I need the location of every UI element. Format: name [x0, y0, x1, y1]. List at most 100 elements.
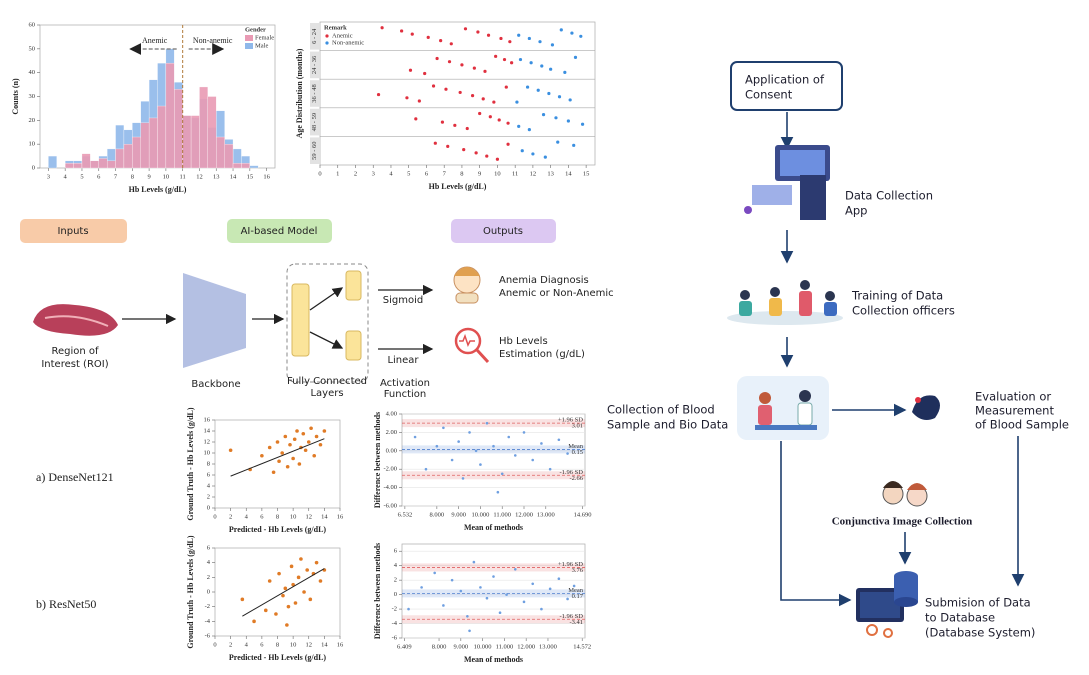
ba-point — [442, 426, 445, 430]
model-label: a) DenseNet121 — [36, 470, 114, 484]
scatter-point — [301, 431, 306, 436]
y-tick-label: 8 — [207, 460, 210, 467]
x-tick-label: 8 — [460, 170, 463, 177]
strip-point — [541, 112, 546, 117]
ba-point — [548, 587, 552, 591]
legend-title: Remark — [324, 24, 347, 31]
ba-point — [479, 586, 482, 589]
strip-point — [460, 63, 464, 67]
strip-point — [531, 152, 535, 156]
input-label: Interest (ROI) — [41, 359, 108, 370]
y-tick-label: 0 — [32, 164, 35, 171]
x-tick-label: 11.000 — [496, 643, 514, 650]
reference-name: +1.96 SD — [558, 561, 583, 568]
y-tick-label: -2 — [205, 603, 210, 610]
strip-point — [431, 84, 436, 88]
strip-point — [465, 126, 469, 131]
strip-point — [440, 120, 445, 124]
strip-point — [444, 87, 448, 91]
row-tab — [310, 51, 319, 79]
y-tick-label: -6.00 — [383, 502, 397, 509]
strip-point — [527, 36, 531, 41]
ba-point — [424, 467, 428, 471]
output-label: Hb Levels — [499, 336, 548, 347]
flowchart: Application of Consent Data Collection A… — [607, 61, 1069, 640]
header: AI-based Model — [241, 226, 318, 237]
training-person — [740, 290, 750, 300]
scatter-point — [303, 448, 308, 453]
scatter-point — [302, 590, 306, 594]
strip-point — [506, 142, 510, 146]
collection-person — [797, 402, 813, 426]
x-tick-label: 1 — [336, 170, 339, 177]
flow-label: Evaluation or — [975, 390, 1051, 404]
fc-label: Fully Connected — [287, 376, 367, 387]
output-label: Anemic or Non-Anemic — [499, 288, 614, 299]
plot-frame — [214, 419, 341, 509]
ba-point — [557, 438, 561, 442]
scatter-point — [299, 557, 303, 561]
scatter-point — [267, 445, 272, 450]
y-tick-label: 14 — [204, 427, 211, 434]
training-person — [825, 291, 835, 301]
flow-label: Measurement — [975, 404, 1054, 418]
y-category-label: 36 - 48 — [311, 84, 318, 102]
pipeline: Inputs AI-based Model Outputs Region of … — [20, 219, 614, 400]
ba-point — [479, 463, 482, 466]
y-tick-label: 10 — [29, 141, 36, 148]
scatter-point — [314, 560, 319, 565]
strip-point — [414, 117, 418, 121]
strip-point — [572, 143, 576, 147]
strip-point — [400, 29, 404, 33]
y-tick-label: 0 — [394, 591, 397, 598]
ba-point — [540, 607, 543, 611]
database-display — [860, 592, 900, 618]
hist-bar — [241, 163, 250, 169]
x-tick-label: 16 — [337, 641, 344, 648]
training-person — [799, 291, 812, 316]
x-tick-label: 13 — [547, 170, 554, 177]
y-axis-label: Ground Truth - Hb Levels (g/dL) — [186, 535, 195, 648]
x-tick-label: 9.000 — [451, 511, 466, 518]
scatter-point — [285, 623, 289, 627]
training-person — [800, 280, 810, 290]
x-tick-label: 2 — [229, 513, 232, 520]
ba-point — [498, 611, 502, 614]
annotation: Non-anemic — [193, 36, 233, 45]
legend-title: Gender — [245, 26, 266, 33]
strip-point — [478, 111, 482, 116]
y-tick-label: 50 — [29, 45, 36, 52]
x-tick-label: 5 — [80, 173, 83, 180]
y-category-label: 24 - 36 — [311, 55, 318, 74]
collection-person — [758, 405, 772, 425]
ba-point — [548, 467, 552, 471]
scatter-point — [286, 604, 291, 609]
x-tick-label: 6 — [425, 170, 429, 177]
y-tick-label: 16 — [204, 416, 211, 423]
strip-point — [408, 68, 413, 72]
x-tick-label: 8.000 — [430, 511, 445, 518]
legend-swatch — [245, 35, 253, 41]
ba-point — [472, 560, 476, 564]
scatter-point — [277, 571, 281, 576]
x-axis-label: Mean of methods — [464, 655, 523, 664]
strip-point — [423, 71, 427, 76]
hist-bar — [73, 163, 83, 169]
y-tick-label: 6 — [207, 471, 211, 478]
strip-point — [486, 33, 491, 37]
strip-point — [462, 148, 466, 152]
conjunctiva-hair — [907, 483, 927, 490]
legend-label: Female — [255, 34, 274, 41]
strip-point — [508, 40, 512, 44]
annotation: Anemic — [142, 36, 168, 45]
scatter-point — [277, 459, 281, 464]
hist-bar — [65, 163, 74, 169]
x-tick-label: 5 — [407, 170, 410, 177]
x-tick-label: 6 — [97, 173, 101, 180]
y-tick-label: -6 — [205, 632, 211, 639]
y-axis-label: Age Distribution (months) — [295, 48, 304, 138]
scatter-point — [292, 437, 297, 442]
y-tick-label: 4 — [394, 562, 398, 569]
y-axis-label: Counts (n) — [11, 78, 20, 115]
